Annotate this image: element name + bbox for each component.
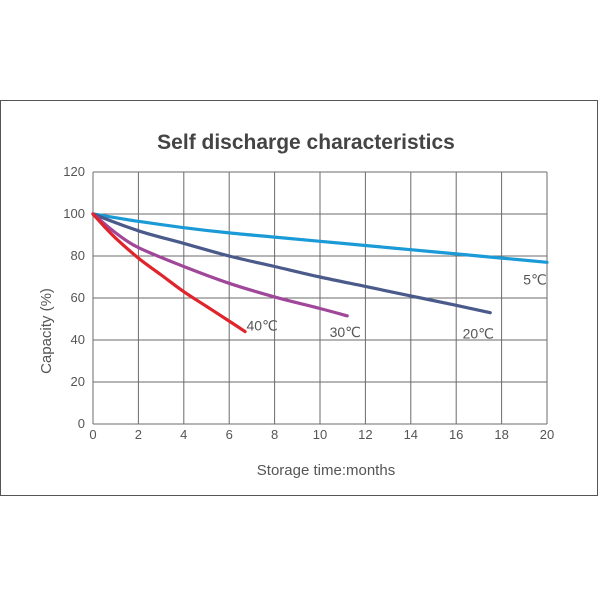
x-tick-label: 0 <box>89 427 96 442</box>
series-line-3 <box>91 212 247 334</box>
series-line-1 <box>91 212 492 315</box>
grid <box>92 171 548 425</box>
x-tick-label: 20 <box>540 427 554 442</box>
x-tick-label: 12 <box>358 427 372 442</box>
series-lines <box>91 212 549 334</box>
y-tick-label: 60 <box>71 290 85 305</box>
series-label-1: 20℃ <box>463 326 494 342</box>
x-tick-label: 18 <box>494 427 508 442</box>
series-label-0: 5℃ <box>523 271 547 287</box>
x-tick-label: 2 <box>135 427 142 442</box>
tick-labels: 0 2 4 6 8 10 12 14 16 18 20 0 20 40 60 80 100 120 <box>63 164 554 442</box>
x-tick-label: 8 <box>271 427 278 442</box>
x-axis-label: Storage time:months <box>257 462 395 479</box>
self-discharge-chart: Self discharge characteristics 0 2 4 6 8 10 12… <box>38 131 554 479</box>
y-tick-label: 120 <box>63 164 85 179</box>
x-tick-label: 10 <box>313 427 327 442</box>
series-label-3: 40℃ <box>246 318 277 334</box>
y-tick-label: 0 <box>78 416 85 431</box>
y-axis-label: Capacity (%) <box>38 288 55 374</box>
x-tick-label: 4 <box>180 427 187 442</box>
series-label-2: 30℃ <box>330 324 361 340</box>
y-tick-label: 40 <box>71 332 85 347</box>
x-tick-label: 14 <box>404 427 418 442</box>
series-line-0 <box>91 212 549 264</box>
y-tick-label: 100 <box>63 206 85 221</box>
series-line-2 <box>91 212 349 318</box>
y-tick-label: 80 <box>71 248 85 263</box>
chart-frame: Self discharge characteristics 0 2 4 6 8 10 12… <box>0 100 598 496</box>
chart-title: Self discharge characteristics <box>157 131 455 154</box>
x-tick-label: 6 <box>226 427 233 442</box>
x-tick-label: 16 <box>449 427 463 442</box>
y-tick-label: 20 <box>71 374 85 389</box>
series-labels: 5℃ 20℃ 30℃ 40℃ <box>246 271 546 341</box>
